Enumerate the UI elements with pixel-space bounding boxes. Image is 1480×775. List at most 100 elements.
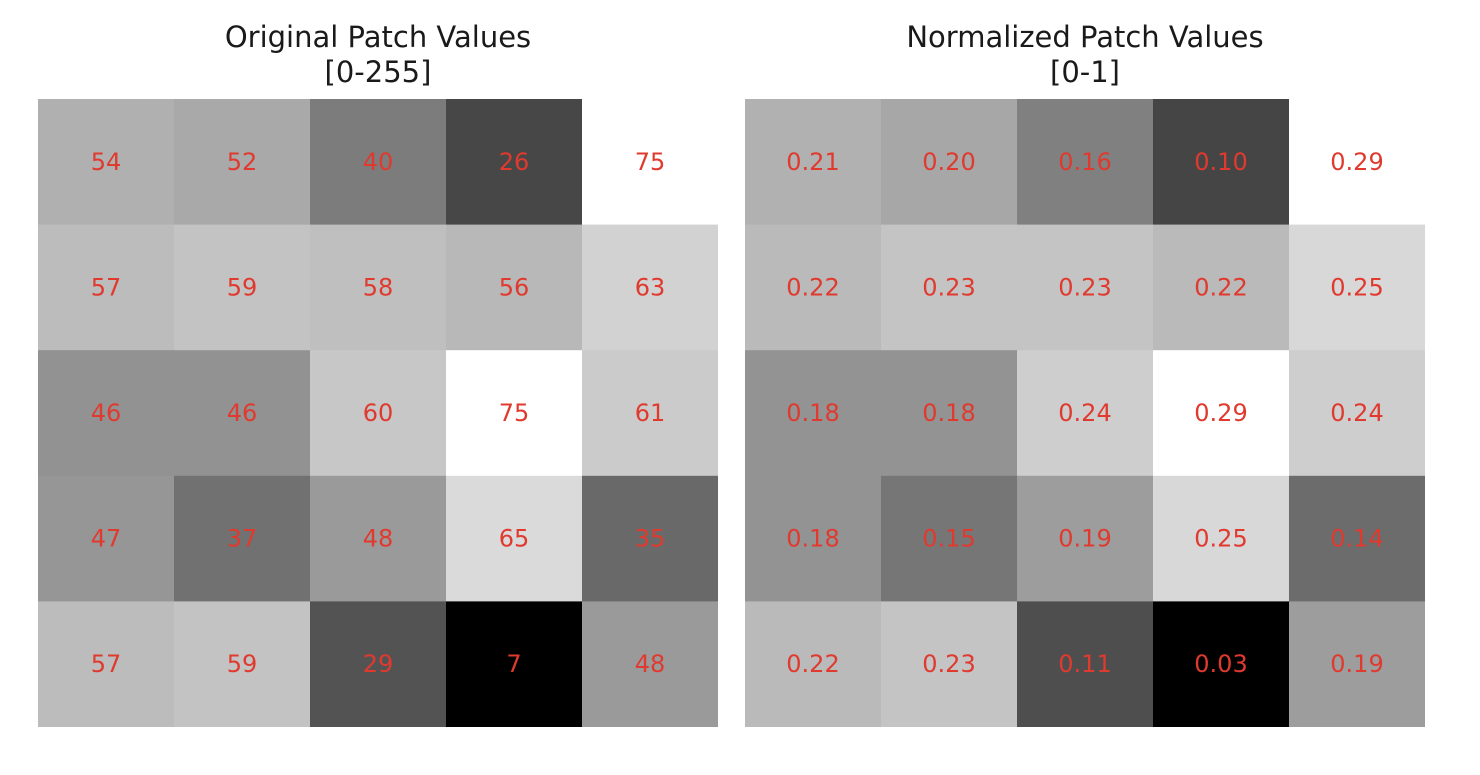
normalized-cell-r4-c1 — [881, 601, 1018, 727]
normalized-cell-label-r1-c4: 0.25 — [1330, 273, 1383, 301]
original-heatmap-panel: Original Patch Values [0-255] 54 52 40 26 75… — [38, 0, 718, 775]
original-cell-r1-c1 — [174, 224, 311, 351]
original-cell-label-r0-c1: 52 — [227, 148, 258, 176]
original-cell-label-r0-c0: 54 — [91, 148, 122, 176]
normalized-cell-label-r3-c3: 0.25 — [1194, 525, 1247, 553]
original-cell-r0-c3 — [446, 99, 583, 226]
original-heatmap: 54 52 40 26 75 57 59 58 56 63 46 46 60 75 61 47 37 48 65 35… — [38, 99, 718, 727]
normalized-cell-label-r1-c0: 0.22 — [786, 273, 839, 301]
original-cell-r2-c2 — [310, 350, 447, 477]
original-cell-r2-c1 — [174, 350, 311, 477]
normalized-cell-label-r2-c1: 0.18 — [922, 399, 975, 427]
normalized-cell-r4-c4 — [1289, 601, 1425, 727]
original-cell-r1-c3 — [446, 224, 583, 351]
normalized-cell-r0-c1 — [881, 99, 1018, 226]
normalized-cell-r1-c3 — [1153, 224, 1290, 351]
normalized-cell-label-r3-c0: 0.18 — [786, 525, 839, 553]
normalized-cell-r2-c2 — [1017, 350, 1154, 477]
original-cell-r2-c0 — [38, 350, 175, 477]
normalized-cell-r2-c0 — [745, 350, 882, 477]
normalized-cell-r1-c0 — [745, 224, 882, 351]
normalized-subtitle: [0-1] — [1050, 55, 1120, 89]
original-cell-label-r3-c0: 47 — [91, 525, 122, 553]
original-cell-r3-c3 — [446, 475, 583, 602]
normalized-cell-r4-c0 — [745, 601, 882, 727]
original-cell-label-r2-c0: 46 — [91, 399, 122, 427]
normalized-cell-r3-c1 — [881, 475, 1018, 602]
normalized-cell-r2-c1 — [881, 350, 1018, 477]
original-subtitle: [0-255] — [324, 55, 432, 89]
normalized-cell-label-r1-c3: 0.22 — [1194, 273, 1247, 301]
original-cell-label-r1-c2: 58 — [363, 273, 394, 301]
original-title: Original Patch Values — [224, 20, 532, 54]
original-cell-label-r4-c4: 48 — [635, 650, 666, 678]
original-cell-label-r0-c3: 26 — [499, 148, 530, 176]
original-cell-r3-c2 — [310, 475, 447, 602]
original-cell-label-r2-c3: 75 — [499, 399, 530, 427]
original-cell-r0-c1 — [174, 99, 311, 226]
original-cell-r0-c2 — [310, 99, 447, 226]
original-cell-label-r4-c1: 59 — [227, 650, 258, 678]
normalized-cell-label-r2-c0: 0.18 — [786, 399, 839, 427]
original-cell-r0-c0 — [38, 99, 175, 226]
original-cell-r4-c1 — [174, 601, 311, 727]
normalized-cell-r1-c1 — [881, 224, 1018, 351]
normalized-cell-label-r1-c1: 0.23 — [922, 273, 975, 301]
normalized-cell-label-r3-c2: 0.19 — [1058, 525, 1111, 553]
original-cell-r2-c4 — [582, 350, 718, 477]
original-cell-label-r1-c4: 63 — [635, 273, 666, 301]
normalized-cell-r3-c3 — [1153, 475, 1290, 602]
original-cell-r4-c2 — [310, 601, 447, 727]
normalized-cell-label-r2-c2: 0.24 — [1058, 399, 1111, 427]
normalized-cell-r3-c4 — [1289, 475, 1425, 602]
original-cell-label-r3-c4: 35 — [635, 525, 666, 553]
original-cell-label-r1-c1: 59 — [227, 273, 258, 301]
normalized-heatmap-panel: Normalized Patch Values [0-1] 0.21 0.20 0.… — [745, 0, 1425, 775]
original-cell-label-r0-c4: 75 — [635, 148, 666, 176]
original-cell-label-r2-c1: 46 — [227, 399, 258, 427]
original-cell-r4-c3 — [446, 601, 583, 727]
normalized-cell-label-r4-c0: 0.22 — [786, 650, 839, 678]
normalized-cell-r3-c2 — [1017, 475, 1154, 602]
normalized-cell-r1-c4 — [1289, 224, 1425, 351]
normalized-cell-r0-c3 — [1153, 99, 1290, 226]
original-cell-r3-c0 — [38, 475, 175, 602]
original-cell-r1-c0 — [38, 224, 175, 351]
normalized-cell-r4-c3 — [1153, 601, 1290, 727]
original-cell-label-r0-c2: 40 — [363, 148, 394, 176]
normalized-heatmap: 0.21 0.20 0.16 0.10 0.29 0.22 0.23 0.23 0.22 0.25… — [745, 99, 1425, 727]
original-cell-label-r4-c2: 29 — [363, 650, 394, 678]
original-cell-r3-c4 — [582, 475, 718, 602]
original-cell-label-r1-c0: 57 — [91, 273, 122, 301]
normalized-cell-label-r0-c4: 0.29 — [1330, 148, 1383, 176]
normalized-cell-label-r3-c4: 0.14 — [1330, 525, 1383, 553]
original-cell-r4-c0 — [38, 601, 175, 727]
normalized-cell-label-r0-c3: 0.10 — [1194, 148, 1247, 176]
normalized-cell-r0-c4 — [1289, 99, 1425, 226]
normalized-cell-label-r4-c2: 0.11 — [1058, 650, 1111, 678]
original-cell-label-r3-c3: 65 — [499, 525, 530, 553]
normalized-cell-label-r0-c0: 0.21 — [786, 148, 839, 176]
normalized-cell-label-r0-c1: 0.20 — [922, 148, 975, 176]
normalized-cell-label-r0-c2: 0.16 — [1058, 148, 1111, 176]
normalized-cell-r3-c0 — [745, 475, 882, 602]
normalized-title: Normalized Patch Values — [906, 20, 1264, 54]
original-cell-r2-c3 — [446, 350, 583, 477]
normalized-cell-label-r3-c1: 0.15 — [922, 525, 975, 553]
original-cell-label-r4-c0: 57 — [91, 650, 122, 678]
original-cell-r3-c1 — [174, 475, 311, 602]
original-cell-r4-c4 — [582, 601, 718, 727]
normalized-cell-r4-c2 — [1017, 601, 1154, 727]
normalized-cell-r2-c4 — [1289, 350, 1425, 477]
normalized-cell-r0-c2 — [1017, 99, 1154, 226]
original-cell-label-r3-c1: 37 — [227, 525, 258, 553]
normalized-cell-r2-c3 — [1153, 350, 1290, 477]
normalized-cell-label-r2-c4: 0.24 — [1330, 399, 1383, 427]
normalized-cell-r1-c2 — [1017, 224, 1154, 351]
normalized-cell-label-r1-c2: 0.23 — [1058, 273, 1111, 301]
normalized-cell-label-r4-c1: 0.23 — [922, 650, 975, 678]
original-cell-label-r3-c2: 48 — [363, 525, 394, 553]
original-cell-label-r1-c3: 56 — [499, 273, 530, 301]
original-cell-r1-c4 — [582, 224, 718, 351]
normalized-cell-label-r4-c3: 0.03 — [1194, 650, 1247, 678]
